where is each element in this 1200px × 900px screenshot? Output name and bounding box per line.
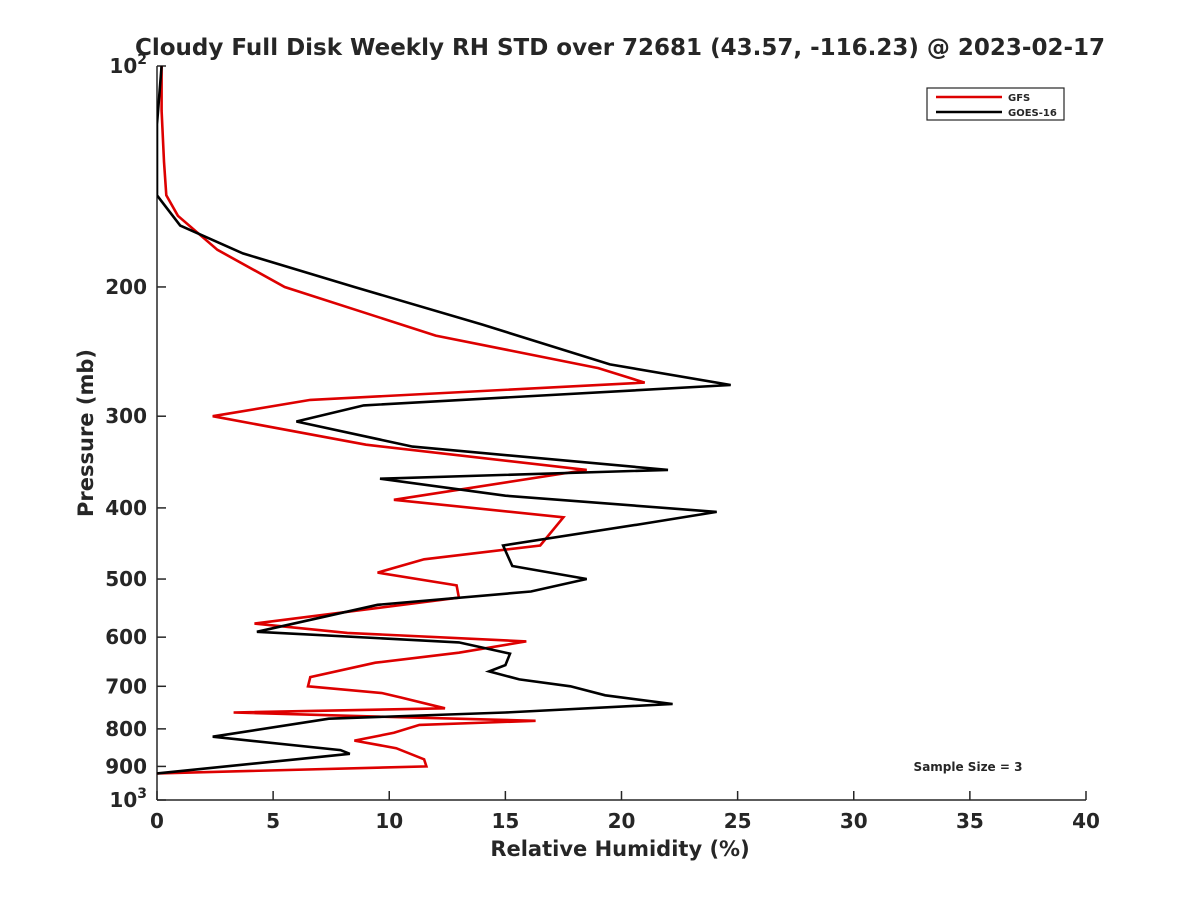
- y-tick-label: 700: [105, 674, 147, 698]
- y-axis-label: Pressure (mb): [74, 349, 98, 517]
- x-axis-label: Relative Humidity (%): [490, 837, 749, 861]
- y-tick-exponent: 2: [137, 52, 147, 68]
- legend: GFS GOES-16: [926, 87, 1065, 121]
- legend-label: GOES-16: [1008, 108, 1057, 119]
- y-tick-label: 102: [109, 52, 147, 78]
- y-tick-base: 10: [109, 54, 137, 78]
- legend-box: [926, 87, 1065, 121]
- y-tick-label: 103: [109, 786, 147, 812]
- y-tick-label: 300: [105, 404, 147, 428]
- y-tick-label: 400: [105, 496, 147, 520]
- y-tick-label: 900: [105, 754, 147, 778]
- y-tick-label: 600: [105, 625, 147, 649]
- chart-title: Cloudy Full Disk Weekly RH STD over 7268…: [135, 35, 1105, 61]
- series-line-gfs: [157, 66, 646, 775]
- sample-size-annotation: Sample Size = 3: [914, 760, 1023, 774]
- x-tick-label: 40: [1072, 809, 1100, 833]
- x-tick-label: 30: [840, 809, 868, 833]
- x-ticks: 0 5 10 15 20 25 30 35 40: [150, 791, 1100, 833]
- y-tick-label: 800: [105, 717, 147, 741]
- x-tick-label: 35: [956, 809, 984, 833]
- y-tick-label: 500: [105, 567, 147, 591]
- x-tick-label: 20: [608, 809, 636, 833]
- series-line-goes-16: [157, 66, 731, 775]
- x-tick-label: 5: [266, 809, 280, 833]
- x-tick-label: 15: [491, 809, 519, 833]
- x-tick-label: 0: [150, 809, 164, 833]
- x-tick-label: 25: [724, 809, 752, 833]
- y-tick-base: 10: [109, 788, 137, 812]
- series-group: [157, 66, 731, 775]
- y-tick-label: 200: [105, 275, 147, 299]
- y-tick-exponent: 3: [137, 786, 147, 802]
- x-tick-label: 10: [375, 809, 403, 833]
- legend-label: GFS: [1008, 93, 1030, 104]
